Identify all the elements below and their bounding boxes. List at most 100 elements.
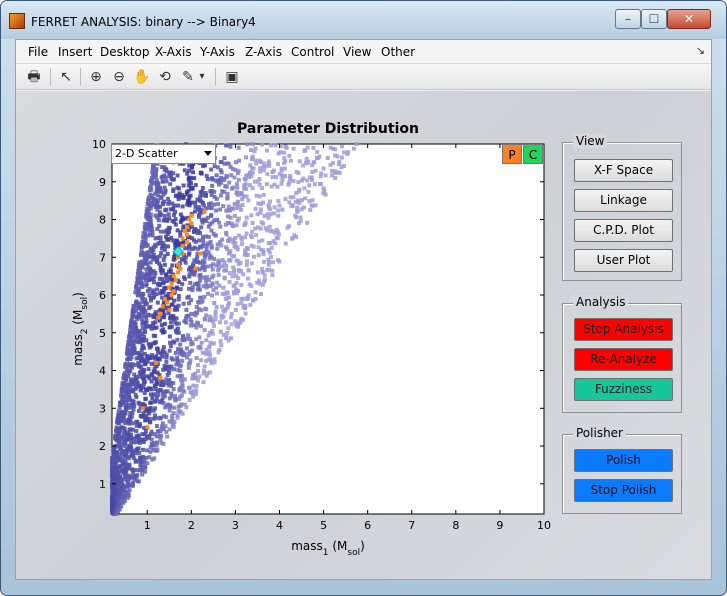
user-plot-button[interactable]: User Plot xyxy=(574,249,673,272)
menu-file[interactable]: File xyxy=(28,45,49,59)
density-point xyxy=(145,233,150,238)
density-point xyxy=(134,286,139,291)
menu-insert[interactable]: Insert xyxy=(58,45,93,59)
density-point xyxy=(225,305,230,310)
dock-figure-icon[interactable]: ▣ xyxy=(225,69,239,85)
density-point xyxy=(124,375,128,380)
chain-point xyxy=(158,376,163,381)
menu-z-axis[interactable]: Z-Axis xyxy=(245,45,282,59)
density-point xyxy=(259,292,263,296)
pointer-icon[interactable]: ↖ xyxy=(60,69,72,85)
linkage-button[interactable]: Linkage xyxy=(574,189,673,212)
density-point xyxy=(220,258,225,263)
density-point xyxy=(130,452,135,457)
pan-icon[interactable]: ✋ xyxy=(133,69,151,85)
density-point xyxy=(297,200,302,205)
menu-view[interactable]: View xyxy=(343,45,372,59)
stop-analysis-button[interactable]: Stop Analysis xyxy=(574,318,673,341)
density-point xyxy=(122,496,127,501)
density-point xyxy=(290,204,295,208)
density-point xyxy=(127,417,131,422)
density-point xyxy=(165,434,170,439)
zoom-in-icon[interactable]: ⊕ xyxy=(90,69,102,85)
data-cursor-icon[interactable]: ✎ xyxy=(182,69,194,85)
density-point xyxy=(138,440,143,445)
density-point xyxy=(254,161,259,166)
density-point xyxy=(176,404,181,409)
density-point xyxy=(250,186,255,191)
density-point xyxy=(174,238,179,243)
density-point xyxy=(167,230,171,234)
density-point xyxy=(206,234,211,239)
close-button[interactable]: ✕ xyxy=(667,9,711,29)
density-point xyxy=(241,194,246,199)
density-point xyxy=(161,315,166,320)
density-point xyxy=(146,406,151,411)
density-point xyxy=(189,311,194,316)
density-point xyxy=(144,267,149,272)
density-point xyxy=(151,333,156,338)
density-point xyxy=(221,332,226,337)
density-point xyxy=(260,142,265,147)
brush-dropdown-icon[interactable]: ▾ xyxy=(199,71,205,82)
density-point xyxy=(122,430,127,435)
density-point xyxy=(330,173,335,178)
menu-other[interactable]: Other xyxy=(381,45,416,59)
menu-x-axis[interactable]: X-Axis xyxy=(155,45,192,59)
density-point xyxy=(140,343,145,348)
minimize-button[interactable]: – xyxy=(615,9,641,29)
density-point xyxy=(243,182,248,187)
density-point xyxy=(308,175,313,180)
zoom-out-icon[interactable]: ⊖ xyxy=(113,69,125,85)
density-point xyxy=(204,206,209,211)
density-point xyxy=(118,502,122,507)
density-point xyxy=(287,153,292,158)
menu-control[interactable]: Control xyxy=(291,45,335,59)
p-button[interactable]: P xyxy=(502,144,522,164)
density-point xyxy=(200,350,205,355)
density-point xyxy=(236,177,241,182)
scatter-plot[interactable]: 1 2 3 4 5 6 7 8 9 10 1 2 3 4 5 6 7 8 9 10 mass1 (Msol) mass2 … xyxy=(16,91,712,580)
density-point xyxy=(204,347,209,352)
density-point xyxy=(172,254,177,259)
density-point xyxy=(291,146,296,151)
density-point xyxy=(171,424,176,429)
c-button[interactable]: C xyxy=(523,144,543,164)
polish-button[interactable]: Polish xyxy=(574,449,673,472)
density-point xyxy=(195,251,200,256)
fuzziness-button[interactable]: Fuzziness xyxy=(574,378,673,401)
density-point xyxy=(119,435,124,440)
density-point xyxy=(265,148,269,153)
plot-type-dropdown[interactable]: 2-D Scatter xyxy=(111,144,216,164)
density-point xyxy=(267,224,272,229)
density-point xyxy=(192,323,196,328)
menu-overflow-icon[interactable]: ↘ xyxy=(695,44,705,57)
density-point xyxy=(154,398,159,403)
density-point xyxy=(114,491,119,496)
density-point xyxy=(181,183,186,188)
re-analyze-button[interactable]: Re-Analyze xyxy=(574,348,673,371)
cpd-plot-button[interactable]: C.P.D. Plot xyxy=(574,219,673,242)
density-point xyxy=(212,218,217,223)
stop-polish-button[interactable]: Stop Polish xyxy=(574,479,673,502)
density-point xyxy=(128,350,133,355)
density-point xyxy=(167,334,172,339)
chain-point xyxy=(180,243,185,248)
menu-y-axis[interactable]: Y-Axis xyxy=(200,45,235,59)
maximize-button[interactable]: ☐ xyxy=(641,9,667,29)
title-bar[interactable]: FERRET ANALYSIS: binary --> Binary4 – ☐ … xyxy=(1,1,726,39)
density-point xyxy=(208,221,213,226)
xf-space-button[interactable]: X-F Space xyxy=(574,159,673,182)
density-point xyxy=(191,383,196,388)
density-point xyxy=(191,271,196,276)
density-point xyxy=(113,460,118,465)
menu-desktop[interactable]: Desktop xyxy=(100,45,150,59)
density-point xyxy=(229,311,234,316)
density-point xyxy=(139,313,144,318)
density-point xyxy=(208,330,212,335)
rotate-icon[interactable]: ⟲ xyxy=(159,69,171,85)
print-icon[interactable]: 🖶 xyxy=(27,69,41,85)
density-point xyxy=(217,283,222,288)
density-point xyxy=(154,203,159,208)
density-point xyxy=(191,373,195,378)
